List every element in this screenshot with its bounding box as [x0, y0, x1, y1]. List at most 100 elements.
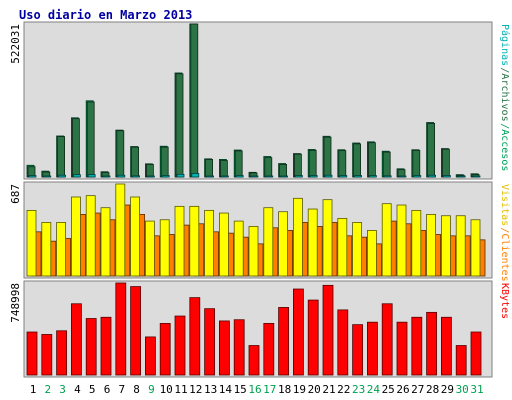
bar-páginas-day-25	[383, 175, 392, 178]
bar-páginas-day-1	[28, 175, 37, 178]
panel-top: 522031 Páginas/Archivos/Accesos	[9, 21, 511, 180]
x-label-day-16: 16	[248, 383, 261, 396]
bar-visitas-day-25	[381, 203, 392, 277]
bar-kbytes-day-17	[263, 323, 275, 376]
bar-páginas-day-10	[161, 175, 170, 178]
x-label-day-23: 23	[352, 383, 365, 396]
bar-archivos-day-15	[234, 150, 243, 178]
bar-archivos-day-12	[190, 23, 199, 178]
bar-páginas-day-22	[339, 175, 348, 178]
bar-páginas-day-6	[102, 175, 111, 178]
bar-visitas-day-20	[307, 208, 318, 277]
bar-páginas-day-4	[73, 174, 81, 178]
bar-páginas-day-15	[235, 175, 244, 178]
bar-páginas-day-24	[368, 175, 377, 178]
bar-kbytes-day-30	[455, 345, 467, 376]
bar-páginas-day-19	[294, 175, 303, 178]
bar-visitas-day-28	[426, 213, 437, 277]
x-label-day-29: 29	[441, 383, 454, 396]
bar-kbytes-day-29	[440, 316, 452, 376]
panel-top-max-label: 522031	[9, 24, 22, 64]
bar-archivos-day-8	[131, 146, 140, 178]
x-label-day-27: 27	[411, 383, 424, 396]
bar-kbytes-day-28	[426, 311, 438, 376]
bar-archivos-day-19	[293, 153, 302, 178]
bar-visitas-day-8	[130, 196, 141, 277]
bar-archivos-day-11	[175, 73, 184, 178]
bar-visitas-day-11	[174, 205, 185, 277]
bar-visitas-day-17	[263, 207, 274, 277]
bar-páginas-day-9	[146, 175, 155, 178]
bar-visitas-day-7	[115, 183, 126, 277]
panel-bottom-legend-kbytes: KBytes	[499, 283, 510, 319]
bar-kbytes-day-31	[470, 331, 482, 376]
bar-visitas-day-3	[56, 222, 66, 277]
bar-páginas-day-7	[117, 174, 126, 178]
bar-visitas-day-26	[396, 204, 407, 277]
panel-top-legend-archivos: /Archivos	[499, 67, 510, 121]
bar-visitas-day-27	[411, 209, 422, 277]
panel-top-legend-páginas: Páginas	[499, 24, 511, 66]
bar-archivos-day-24	[367, 142, 376, 178]
bar-archivos-day-5	[86, 101, 95, 178]
x-label-day-9: 9	[148, 383, 155, 396]
bar-visitas-day-6	[100, 207, 111, 277]
bar-visitas-day-30	[455, 215, 466, 277]
bar-visitas-day-23	[352, 222, 363, 277]
bar-páginas-day-23	[354, 175, 363, 178]
bar-páginas-day-20	[309, 175, 318, 178]
bar-páginas-day-28	[428, 174, 437, 178]
bar-archivos-day-9	[145, 163, 154, 178]
bar-kbytes-day-23	[352, 324, 364, 376]
panel-top-legend-accesos: /Accesos	[499, 123, 510, 171]
bar-archivos-day-28	[427, 122, 436, 178]
bar-kbytes-day-1	[26, 331, 38, 376]
bar-kbytes-day-25	[381, 303, 393, 376]
x-label-day-1: 1	[30, 383, 37, 396]
bar-visitas-day-5	[85, 195, 96, 277]
x-label-day-18: 18	[278, 383, 291, 396]
bar-archivos-day-25	[382, 151, 391, 178]
bar-archivos-day-4	[72, 118, 80, 178]
x-label-day-5: 5	[89, 383, 96, 396]
bar-kbytes-day-9	[144, 336, 156, 376]
bar-visitas-day-22	[337, 218, 348, 277]
bar-páginas-day-17	[265, 175, 274, 178]
bar-kbytes-day-3	[56, 330, 67, 376]
bar-visitas-day-4	[71, 196, 81, 277]
x-label-day-8: 8	[133, 383, 140, 396]
bar-visitas-day-31	[470, 219, 481, 277]
bar-archivos-day-14	[219, 160, 228, 178]
bar-páginas-day-2	[43, 175, 52, 178]
x-label-day-24: 24	[367, 383, 381, 396]
x-label-day-28: 28	[426, 383, 439, 396]
bar-archivos-day-17	[264, 157, 273, 178]
x-label-day-14: 14	[219, 383, 233, 396]
bar-kbytes-day-16	[248, 345, 260, 376]
bar-kbytes-day-27	[411, 316, 423, 376]
bar-kbytes-day-6	[100, 316, 112, 376]
bar-visitas-day-1	[26, 209, 37, 277]
bar-archivos-day-10	[160, 146, 169, 178]
bar-kbytes-day-10	[159, 323, 171, 376]
bar-páginas-day-12	[191, 173, 200, 178]
bar-kbytes-day-20	[307, 299, 319, 376]
bar-visitas-day-15	[233, 220, 244, 277]
bar-kbytes-day-15	[233, 319, 245, 376]
bar-visitas-day-2	[41, 222, 52, 277]
panel-middle-max-label: 687	[9, 184, 22, 204]
bar-páginas-day-26	[398, 175, 407, 178]
bar-archivos-day-13	[205, 159, 214, 178]
bar-visitas-day-18	[278, 211, 289, 277]
x-label-day-15: 15	[234, 383, 247, 396]
bar-archivos-day-22	[338, 150, 347, 178]
x-label-day-12: 12	[189, 383, 202, 396]
bar-páginas-day-14	[220, 175, 229, 178]
x-label-day-10: 10	[160, 383, 173, 396]
bar-páginas-day-27	[413, 175, 422, 178]
bar-visitas-day-29	[440, 215, 451, 277]
bar-archivos-day-27	[412, 149, 421, 178]
x-label-day-13: 13	[204, 383, 217, 396]
bar-visitas-day-13	[204, 209, 215, 277]
